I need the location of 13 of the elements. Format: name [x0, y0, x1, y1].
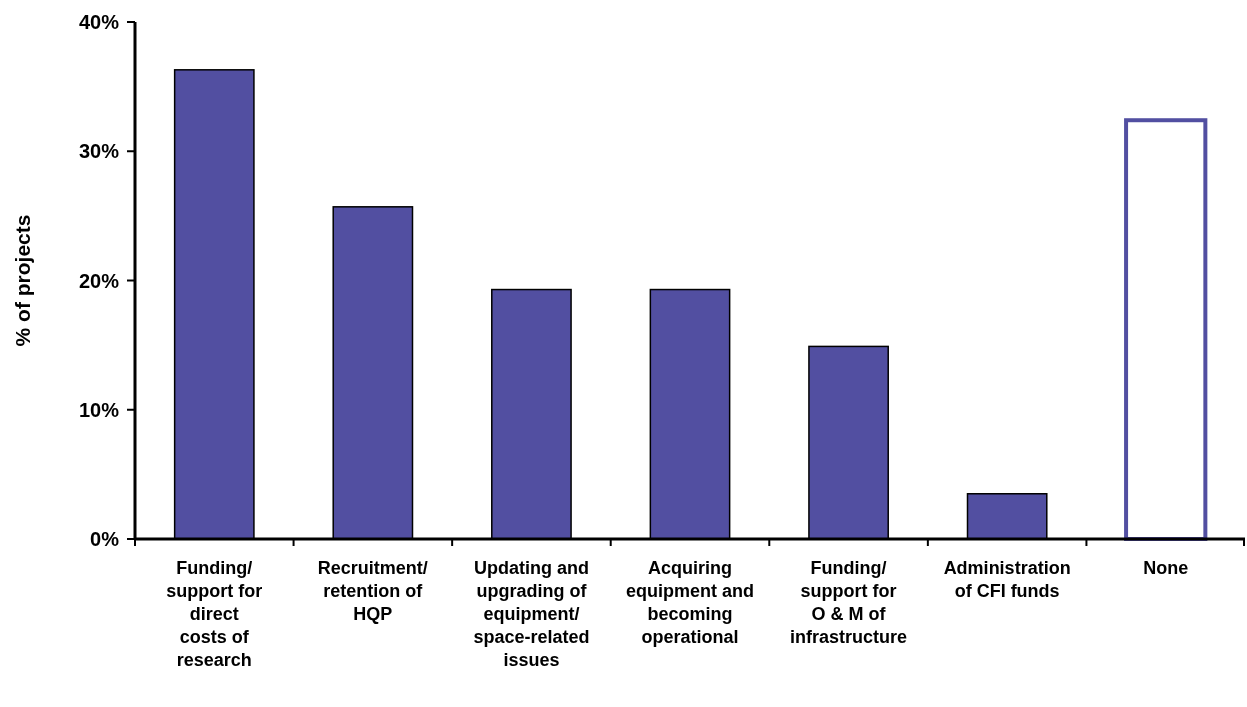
x-tick-label: Administration of CFI funds [943, 558, 1071, 601]
y-tick-label: 20% [78, 269, 120, 292]
x-tick-label: Funding/ support for direct costs of research [166, 558, 263, 670]
x-tick-label: Updating and upgrading of equipment/ space-related issues [473, 558, 590, 670]
x-tick-label: Funding/ support for O & M of infrastructure [790, 558, 908, 647]
x-tick-label: None [1143, 558, 1189, 578]
y-tick-label: 30% [78, 140, 120, 163]
y-tick-label: 40% [78, 11, 120, 33]
y-tick-label: 0% [90, 528, 120, 550]
y-axis-title: % of projects [11, 214, 34, 347]
y-tick-label: 10% [78, 398, 120, 421]
x-tick-label: Acquiring equipment and becoming operational [625, 558, 755, 647]
x-tick-label: Recruitment/ retention of HQP [317, 558, 428, 624]
